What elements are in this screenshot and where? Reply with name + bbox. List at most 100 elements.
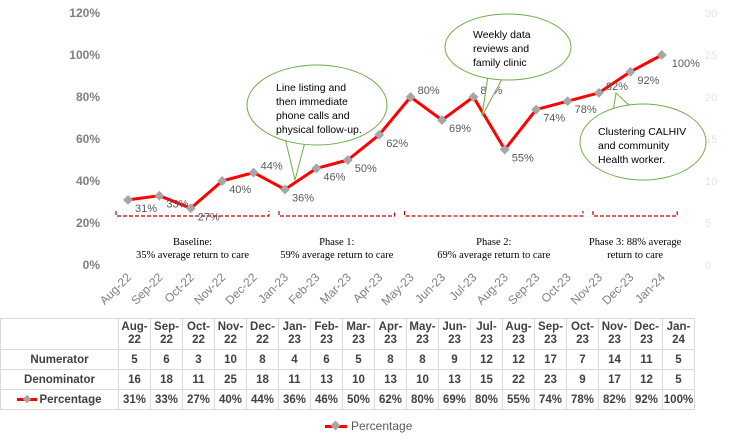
table-row-header: Percentage [0, 389, 119, 410]
callout-text: Line listing and [276, 82, 346, 94]
callout-text: family clinic [473, 57, 527, 69]
phase-label: Phase 2: [476, 237, 511, 248]
table-cell: 10 [342, 369, 375, 390]
data-label: 44% [261, 161, 283, 173]
y2-tick-label: 0 [705, 260, 711, 272]
data-point [185, 203, 196, 214]
data-point [656, 50, 667, 60]
callout-tail [284, 137, 306, 181]
data-label: 100% [672, 58, 700, 70]
legend-label: Percentage [351, 419, 413, 433]
data-label: 36% [292, 192, 314, 204]
data-point [594, 87, 604, 98]
data-label: 33% [166, 199, 188, 211]
phase-label: 69% average return to care [437, 250, 550, 261]
y-tick-label: 40% [76, 174, 100, 188]
data-point [123, 194, 133, 205]
table-cell: 5 [118, 349, 151, 370]
callout-tail [481, 75, 503, 117]
table-cell: 80% [470, 389, 503, 410]
data-point [154, 190, 165, 201]
table-cell: 36% [278, 389, 311, 410]
data-table: Aug- 22 Sep- 22 Oct- 22 Nov- 22 Dec- 22 Jan- 23 Feb-… [0, 318, 695, 410]
callout-bubble [246, 64, 388, 146]
table-row-header: Numerator [0, 349, 119, 370]
data-point [311, 163, 322, 174]
table-cell: 8 [374, 349, 407, 370]
callout-bubble [579, 103, 707, 181]
secondary-y-axis: 0 5 10 15 20 25 30 [705, 8, 717, 272]
data-point [562, 96, 573, 107]
table-cell: 12 [470, 349, 503, 370]
data-label: 27% [198, 211, 220, 223]
table-cell: 100% [662, 389, 695, 410]
phase-label: Baseline: [173, 237, 212, 248]
data-label: 46% [323, 171, 345, 183]
callout-text: physical follow-up. [276, 124, 362, 136]
table-cell: 12 [630, 369, 663, 390]
data-point [374, 129, 385, 140]
table-cell: 5 [662, 349, 695, 370]
table-column-header: Oct- 23 [566, 318, 599, 350]
x-tick-label: Jan-24 [632, 270, 668, 306]
table-column-header: Nov- 23 [598, 318, 631, 350]
table-cell: 6 [150, 349, 183, 370]
table-cell: 4 [278, 349, 311, 370]
data-label: 50% [355, 163, 377, 175]
table-cell: 55% [502, 389, 535, 410]
table-cell: 17 [598, 369, 631, 390]
table-row-header: Denominator [0, 369, 119, 390]
table-cell: 25 [214, 369, 247, 390]
y2-tick-label: 30 [705, 8, 717, 20]
callout-text: reviews and [473, 43, 529, 55]
table-cell: 18 [246, 369, 279, 390]
phase-label: return to care [607, 250, 663, 261]
x-tick-label: Oct-23 [538, 270, 574, 306]
data-label: 80% [418, 85, 440, 97]
table-cell: 62% [374, 389, 407, 410]
table-cell: 9 [566, 369, 599, 390]
table-cell: 44% [246, 389, 279, 410]
table-cell: 80% [406, 389, 439, 410]
series-line [127, 53, 663, 210]
table-cell: 46% [310, 389, 343, 410]
table-cell: 69% [438, 389, 471, 410]
table-cell: 23 [534, 369, 567, 390]
x-tick-label: Oct-22 [162, 270, 198, 306]
table-column-header: Feb- 23 [310, 318, 343, 350]
y-tick-label: 20% [76, 216, 100, 230]
table-cell: 15 [470, 369, 503, 390]
table-cell: 8 [246, 349, 279, 370]
phase-bracket [278, 211, 396, 217]
x-tick-label: Aug-23 [474, 270, 511, 307]
phase-label: Phase 1: [319, 237, 354, 248]
table-column-header: Dec- 22 [246, 318, 279, 350]
table-column-header: Sep- 22 [150, 318, 183, 350]
table-column-header: Apr- 23 [374, 318, 407, 350]
table-cell: 18 [150, 369, 183, 390]
legend-marker-icon [325, 420, 347, 431]
y-tick-label: 0% [83, 258, 101, 272]
chart-plot: 0% 20% 40% 60% 80% 100% 120% 0 5 10 15 20 25 30 Aug-… [69, 6, 717, 308]
table-column-header: Jun- 23 [438, 318, 471, 350]
x-tick-label: Jun-23 [412, 270, 448, 306]
y-tick-label: 60% [76, 132, 100, 146]
table-cell: 16 [118, 369, 151, 390]
data-point [499, 144, 510, 155]
callout-text: phone calls and [276, 110, 350, 122]
y2-tick-label: 25 [705, 50, 717, 62]
x-tick-label: Jan-23 [255, 270, 291, 306]
percentage-marker-icon [17, 394, 38, 404]
table-cell: 3 [182, 349, 215, 370]
table-cell: 5 [342, 349, 375, 370]
x-tick-label: Mar-23 [317, 270, 354, 307]
y2-tick-label: 15 [705, 134, 717, 146]
data-label: 31% [135, 203, 157, 215]
table-cell: 8 [406, 349, 439, 370]
phase-brackets: Baseline: 35% average return to care Phase… [115, 211, 682, 261]
table-cell: 13 [438, 369, 471, 390]
table-cell: 6 [310, 349, 343, 370]
table-cell: 74% [534, 389, 567, 410]
y2-tick-label: 5 [705, 218, 711, 230]
x-tick-label: Nov-22 [191, 270, 228, 307]
